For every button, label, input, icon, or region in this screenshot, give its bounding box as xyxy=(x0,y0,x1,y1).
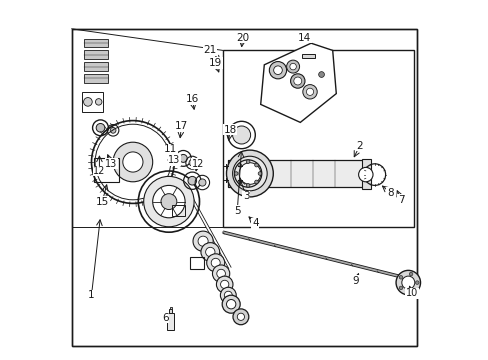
Circle shape xyxy=(239,163,260,184)
Circle shape xyxy=(246,184,249,187)
Circle shape xyxy=(187,176,196,185)
Circle shape xyxy=(398,286,402,290)
Text: 20: 20 xyxy=(236,33,249,43)
Text: 13: 13 xyxy=(105,159,117,169)
Circle shape xyxy=(290,74,305,88)
Circle shape xyxy=(234,172,238,175)
Circle shape xyxy=(286,60,299,73)
Circle shape xyxy=(220,287,236,303)
Text: 4: 4 xyxy=(251,218,258,228)
Bar xyxy=(84,39,107,47)
Text: 16: 16 xyxy=(185,94,199,104)
Circle shape xyxy=(95,99,102,105)
Circle shape xyxy=(226,300,235,309)
Bar xyxy=(168,309,172,313)
Circle shape xyxy=(216,276,232,293)
Circle shape xyxy=(318,72,324,77)
Text: 14: 14 xyxy=(297,33,310,43)
Text: 1: 1 xyxy=(88,290,95,300)
Circle shape xyxy=(220,280,228,289)
Circle shape xyxy=(254,163,258,167)
Text: 19: 19 xyxy=(209,58,222,68)
Bar xyxy=(223,50,413,227)
Circle shape xyxy=(222,295,240,313)
Circle shape xyxy=(143,176,194,227)
Circle shape xyxy=(206,254,224,272)
Circle shape xyxy=(193,231,213,251)
Circle shape xyxy=(273,66,282,75)
Text: 8: 8 xyxy=(386,188,393,198)
Circle shape xyxy=(198,236,208,246)
Circle shape xyxy=(293,77,301,85)
Text: 3: 3 xyxy=(243,191,249,201)
Circle shape xyxy=(395,270,420,295)
Circle shape xyxy=(232,156,266,191)
Circle shape xyxy=(152,185,185,218)
Bar xyxy=(72,29,416,346)
Bar xyxy=(189,257,204,269)
Circle shape xyxy=(205,247,215,257)
Circle shape xyxy=(232,126,250,144)
Text: 12: 12 xyxy=(191,159,203,169)
Circle shape xyxy=(83,98,92,106)
Circle shape xyxy=(258,172,261,175)
Circle shape xyxy=(189,159,195,166)
Circle shape xyxy=(96,123,104,132)
Text: 2: 2 xyxy=(356,141,362,151)
Circle shape xyxy=(269,62,286,79)
Circle shape xyxy=(238,180,241,184)
Text: 9: 9 xyxy=(352,276,359,286)
Bar xyxy=(84,50,107,59)
Text: 15: 15 xyxy=(96,197,109,207)
Circle shape xyxy=(398,275,402,279)
Bar xyxy=(84,74,107,83)
Bar xyxy=(302,54,314,58)
Circle shape xyxy=(408,289,412,293)
Circle shape xyxy=(122,152,142,172)
Text: 5: 5 xyxy=(234,206,240,216)
Circle shape xyxy=(238,163,241,167)
Circle shape xyxy=(246,160,249,163)
Circle shape xyxy=(401,276,414,289)
Bar xyxy=(72,29,416,346)
Circle shape xyxy=(306,88,313,95)
Bar xyxy=(361,159,370,189)
Circle shape xyxy=(216,269,225,278)
Text: 7: 7 xyxy=(397,195,404,205)
Circle shape xyxy=(226,150,273,197)
Text: 11: 11 xyxy=(164,144,177,154)
Circle shape xyxy=(161,194,177,210)
Circle shape xyxy=(254,180,258,184)
Text: 17: 17 xyxy=(175,121,188,131)
Text: 18: 18 xyxy=(223,125,236,135)
Bar xyxy=(84,62,107,71)
Polygon shape xyxy=(260,43,336,122)
Text: 10: 10 xyxy=(405,288,417,298)
Circle shape xyxy=(408,272,412,276)
Text: 13: 13 xyxy=(168,155,180,165)
Text: 6: 6 xyxy=(162,312,168,323)
Circle shape xyxy=(302,85,317,99)
Circle shape xyxy=(211,258,220,267)
Circle shape xyxy=(358,167,372,182)
Circle shape xyxy=(179,154,187,162)
Circle shape xyxy=(212,265,229,282)
Bar xyxy=(228,160,365,187)
Bar xyxy=(171,205,185,216)
Bar xyxy=(167,313,174,330)
Circle shape xyxy=(415,281,418,284)
Circle shape xyxy=(199,179,205,186)
Circle shape xyxy=(232,309,248,325)
Circle shape xyxy=(237,313,244,320)
Bar xyxy=(169,307,171,309)
Text: 21: 21 xyxy=(203,45,217,55)
Circle shape xyxy=(110,127,116,133)
Circle shape xyxy=(201,243,219,261)
Circle shape xyxy=(113,142,152,182)
Text: 12: 12 xyxy=(93,166,105,176)
Circle shape xyxy=(224,291,232,299)
Bar xyxy=(94,158,119,182)
Bar xyxy=(81,92,103,112)
Circle shape xyxy=(289,63,296,70)
